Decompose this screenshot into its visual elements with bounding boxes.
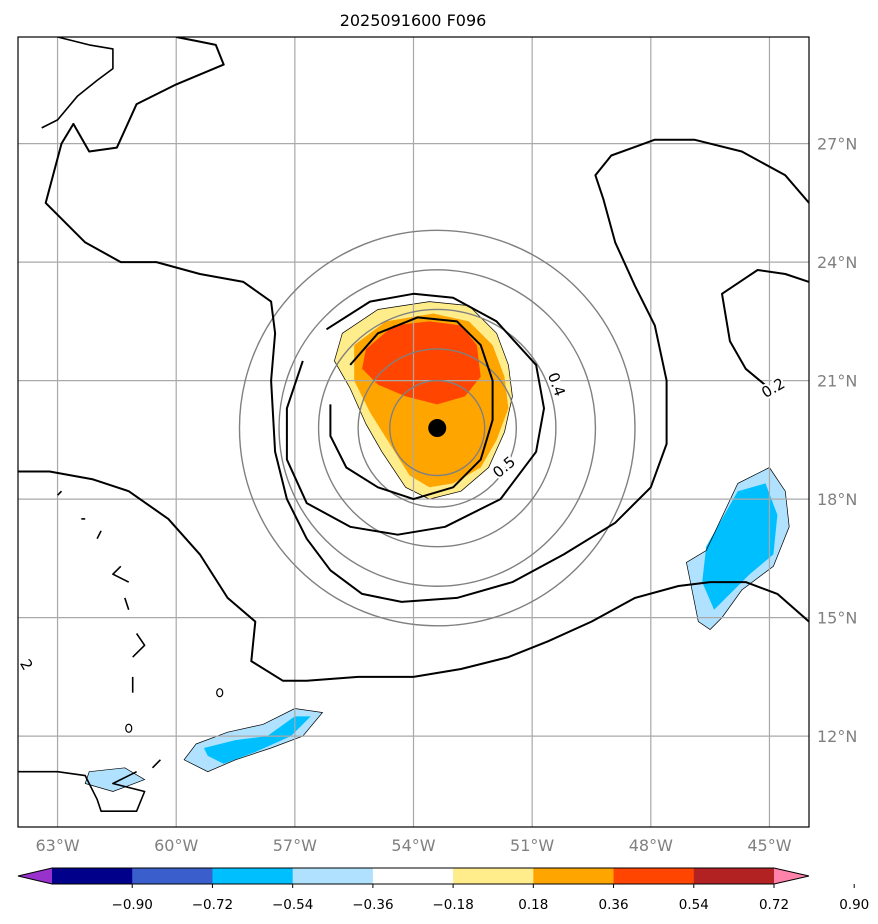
latitude-label: 21°N (817, 372, 857, 391)
contour-lines (18, 37, 809, 682)
colorbar-segment (613, 868, 695, 884)
coastline (112, 565, 130, 583)
island-outline (216, 688, 224, 698)
colorbar-segment (372, 868, 454, 884)
storm-center (428, 419, 447, 438)
chart-title: 2025091600 F096 (340, 11, 487, 30)
colorbar-tick-label: −0.72 (192, 897, 233, 913)
colorbar-tick-label: 0.90 (839, 897, 869, 913)
coastline (124, 597, 130, 611)
colorbar-tick-label: 0.18 (518, 897, 548, 913)
contour-line-1 (285, 292, 545, 536)
colorbar-tick-label: 0.36 (599, 897, 629, 913)
range-rings (238, 229, 636, 627)
colorbar-extend-low (18, 868, 52, 884)
latitude-tick-labels: 12°N 15°N 18°N 21°N 24°N 27°N (817, 135, 857, 747)
filled-region-6 (203, 716, 311, 764)
longitude-label: 48°W (629, 836, 673, 855)
range-ring (317, 308, 557, 548)
coastline (96, 530, 102, 540)
range-ring (357, 348, 518, 508)
colorbar-tick-label: 0.72 (759, 897, 789, 913)
latitude-label: 18°N (817, 490, 857, 509)
coastlines (18, 37, 224, 813)
map-frame (17, 36, 810, 828)
longitude-label: 57°W (273, 836, 317, 855)
latitude-label: 15°N (817, 609, 857, 628)
range-ring (278, 269, 597, 587)
filled-region-outline-positive (334, 301, 513, 500)
colorbar-segment (453, 868, 534, 884)
coastline (132, 633, 146, 658)
coastline (151, 759, 161, 769)
colorbar-tick-label: −0.36 (352, 897, 393, 913)
colorbar-segment (292, 868, 374, 884)
longitude-tick-labels: 63°W 60°W 57°W 54°W 51°W 48°W 45°W (35, 836, 791, 855)
longitude-label: 60°W (154, 836, 198, 855)
contour-line-2 (44, 37, 809, 603)
coastline (57, 490, 63, 496)
map-plot-area: 0.40.50.22 (16, 37, 809, 827)
colorbar-segment (52, 868, 133, 884)
colorbar: −0.90 −0.72 −0.54 −0.36 −0.18 0.18 0.36 0.54 0.7… (17, 867, 869, 913)
lat-lon-gridlines (18, 37, 809, 827)
range-ring (238, 229, 636, 627)
latitude-label: 27°N (817, 135, 857, 154)
island-outline (125, 723, 133, 733)
coastline (18, 770, 146, 813)
filled-region-4 (702, 483, 778, 610)
colorbar-tick-label: −0.18 (432, 897, 473, 913)
latitude-label: 24°N (817, 253, 857, 272)
contour-line-0 (329, 316, 494, 501)
contour-label: 2 (16, 656, 36, 673)
longitude-label: 54°W (391, 836, 435, 855)
colorbar-segment (693, 868, 775, 884)
filled-region-outline-coast (84, 767, 146, 792)
colorbar-outline (17, 867, 810, 885)
contour-label: 0.4 (544, 370, 569, 399)
filled-region-7 (85, 767, 145, 792)
longitude-label: 51°W (510, 836, 554, 855)
longitude-label: 45°W (747, 836, 791, 855)
colorbar-tick-label: −0.90 (112, 897, 153, 913)
latitude-label: 12°N (817, 727, 857, 746)
colorbar-tick-label: 0.54 (679, 897, 709, 913)
colorbar-extend-high (774, 868, 809, 884)
contour-label: 0.2 (758, 374, 788, 402)
contour-line-3 (18, 470, 809, 682)
filled-region-2 (362, 321, 481, 405)
colorbar-tick-label: −0.54 (272, 897, 313, 913)
longitude-label: 63°W (35, 836, 79, 855)
range-ring (389, 379, 486, 477)
contour-line-4 (721, 269, 809, 390)
storm-center-dot (428, 419, 447, 438)
colorbar-segment (132, 868, 213, 884)
colorbar-segment (533, 868, 615, 884)
colorbar-segment (212, 868, 294, 884)
coastline (41, 37, 114, 129)
